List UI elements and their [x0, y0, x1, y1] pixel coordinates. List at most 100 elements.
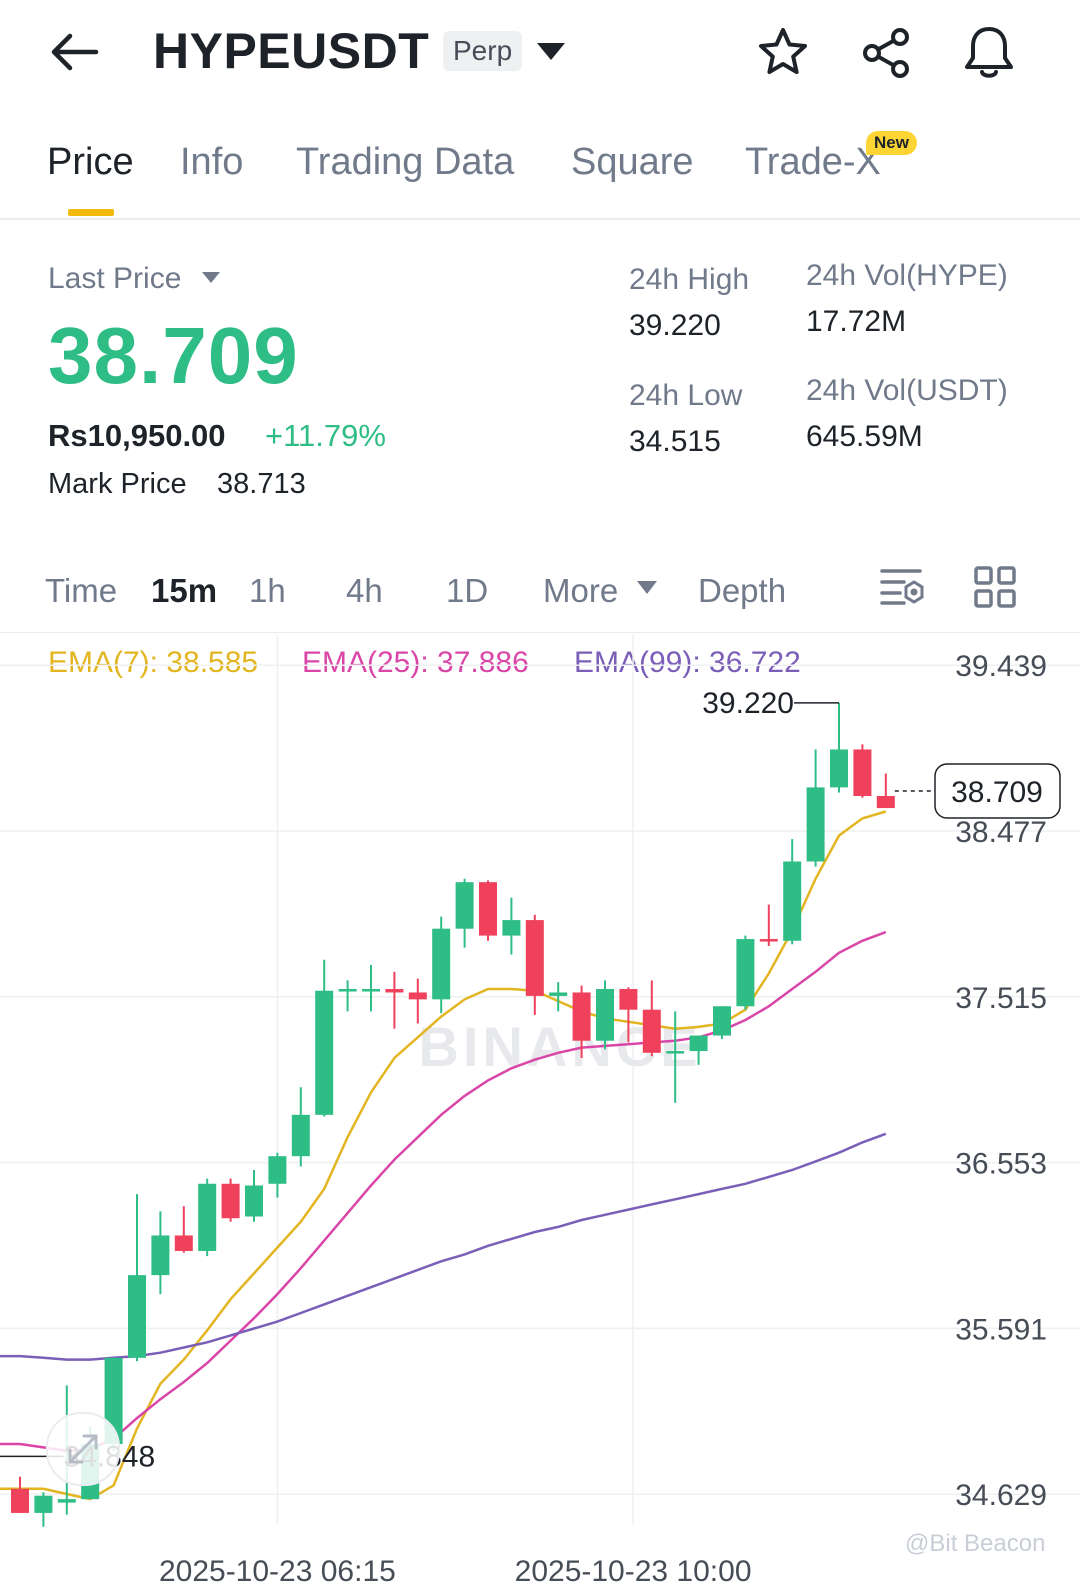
- timeframe-1d[interactable]: 1D: [446, 572, 489, 609]
- back-arrow-icon[interactable]: [48, 30, 100, 74]
- ema25-legend: EMA(25): 37.886: [302, 646, 529, 679]
- candle-body: [362, 989, 380, 992]
- last-price: 38.709: [48, 311, 299, 400]
- symbol-title[interactable]: HYPEUSDT: [153, 23, 430, 79]
- ema-lines: [0, 810, 887, 1501]
- vol-base-value: 17.72M: [806, 305, 907, 338]
- candle-body: [479, 882, 497, 936]
- x-tick-label: 2025-10-23 10:00: [515, 1555, 752, 1588]
- last-price-label[interactable]: Last Price: [48, 262, 182, 295]
- mark-price-label: Mark Price: [48, 468, 187, 500]
- candle-body: [291, 1114, 310, 1157]
- candle-body: [455, 882, 474, 929]
- candle-body: [572, 992, 591, 1041]
- candle-body: [315, 990, 334, 1115]
- tabs-divider: [0, 218, 1080, 220]
- chart-gridlines: [0, 634, 1080, 1525]
- expand-chart-button[interactable]: [46, 1412, 120, 1486]
- price-axis: 39.439 38.477 37.515 36.553 35.591 34.629: [955, 650, 1047, 1512]
- tab-trading-data[interactable]: Trading Data: [296, 141, 515, 183]
- time-axis: 2025-10-23 06:15 2025-10-23 10:00: [159, 1555, 752, 1588]
- candle-body: [713, 1006, 731, 1036]
- candle-body: [221, 1183, 240, 1219]
- price-markers: 39.22034.84838.709: [0, 687, 1061, 1473]
- candle-body: [268, 1156, 287, 1184]
- high-24h-label: 24h High: [629, 263, 750, 296]
- active-tab-indicator: [68, 209, 114, 216]
- ema99-legend: EMA(99): 36.722: [574, 646, 801, 679]
- vol-quote-label: 24h Vol(USDT): [806, 374, 1008, 407]
- low-24h-label: 24h Low: [629, 379, 743, 412]
- ema25-line: [0, 930, 887, 1453]
- bell-icon[interactable]: [962, 24, 1016, 80]
- time-tab[interactable]: Time: [45, 572, 118, 609]
- timeframe-4h[interactable]: 4h: [346, 572, 383, 609]
- candle-body: [596, 989, 614, 1041]
- y-tick-label: 36.553: [955, 1148, 1047, 1181]
- depth-tab[interactable]: Depth: [698, 572, 787, 609]
- candle-body: [174, 1235, 193, 1251]
- mark-price: 38.713: [217, 468, 306, 500]
- more-caret-icon[interactable]: [636, 580, 658, 596]
- y-tick-label: 39.439: [955, 650, 1047, 683]
- chart-top-divider: [0, 632, 1080, 633]
- candle-body: [642, 1009, 661, 1053]
- candle-body: [783, 861, 802, 941]
- low-24h-value: 34.515: [629, 425, 721, 458]
- candle-body: [736, 939, 755, 1007]
- tab-price[interactable]: Price: [47, 141, 134, 183]
- candle-body: [666, 1051, 685, 1054]
- grid-layout-icon[interactable]: [974, 566, 1016, 608]
- current-price-tag: [934, 763, 1061, 819]
- candle-body: [338, 989, 357, 992]
- candle-body: [525, 920, 544, 996]
- high-marker-label: 39.220: [702, 687, 794, 720]
- ema7-line: [0, 810, 887, 1501]
- candle-body: [619, 989, 638, 1010]
- ema7-legend: EMA(7): 38.585: [48, 646, 259, 679]
- candles: [11, 702, 895, 1527]
- candle-body: [549, 992, 568, 996]
- candle-body: [689, 1035, 708, 1052]
- x-tick-label: 2025-10-23 06:15: [159, 1555, 396, 1588]
- new-badge: New: [866, 131, 917, 155]
- y-tick-label: 34.629: [955, 1479, 1047, 1512]
- y-tick-label: 35.591: [955, 1313, 1047, 1346]
- caret-down-icon[interactable]: [201, 271, 221, 285]
- candle-body: [128, 1275, 146, 1358]
- timeframe-1h[interactable]: 1h: [249, 572, 286, 609]
- candle-body: [57, 1499, 76, 1503]
- candle-body: [11, 1488, 29, 1513]
- more-timeframes[interactable]: More: [543, 572, 619, 609]
- candle-body: [385, 989, 404, 993]
- share-icon[interactable]: [860, 26, 914, 80]
- tab-trade-x[interactable]: Trade-X: [745, 141, 881, 183]
- tab-square[interactable]: Square: [571, 141, 694, 183]
- expand-icon: [68, 1434, 98, 1464]
- candle-body: [876, 796, 895, 809]
- timeframe-15m[interactable]: 15m: [151, 572, 218, 609]
- candle-body: [408, 992, 427, 1000]
- change-percent: +11.79%: [265, 418, 386, 453]
- candle-body: [830, 749, 848, 788]
- candle-body: [34, 1495, 53, 1513]
- contract-type-badge: Perp: [443, 31, 523, 71]
- candle-body: [245, 1185, 263, 1217]
- candle-body: [198, 1183, 217, 1251]
- chart-settings-icon[interactable]: [880, 566, 926, 608]
- source-credit: @Bit Beacon: [905, 1530, 1046, 1557]
- candle-body: [432, 928, 451, 1000]
- star-icon[interactable]: [757, 26, 809, 78]
- candlestick-chart[interactable]: BINANCE 39.22034.84838.709 39.43938.4773…: [0, 634, 1080, 1593]
- candle-body: [151, 1235, 170, 1276]
- candle-body: [759, 939, 778, 942]
- candle-body: [806, 787, 825, 862]
- current-price-label: 38.709: [951, 776, 1043, 809]
- tab-info[interactable]: Info: [180, 141, 244, 183]
- y-tick-label: 38.477: [955, 816, 1047, 849]
- candle-body: [853, 749, 872, 796]
- y-tick-label: 37.515: [955, 982, 1047, 1015]
- fiat-price: Rs10,950.00: [48, 418, 226, 453]
- vol-quote-value: 645.59M: [806, 420, 923, 453]
- chevron-down-icon[interactable]: [535, 41, 567, 63]
